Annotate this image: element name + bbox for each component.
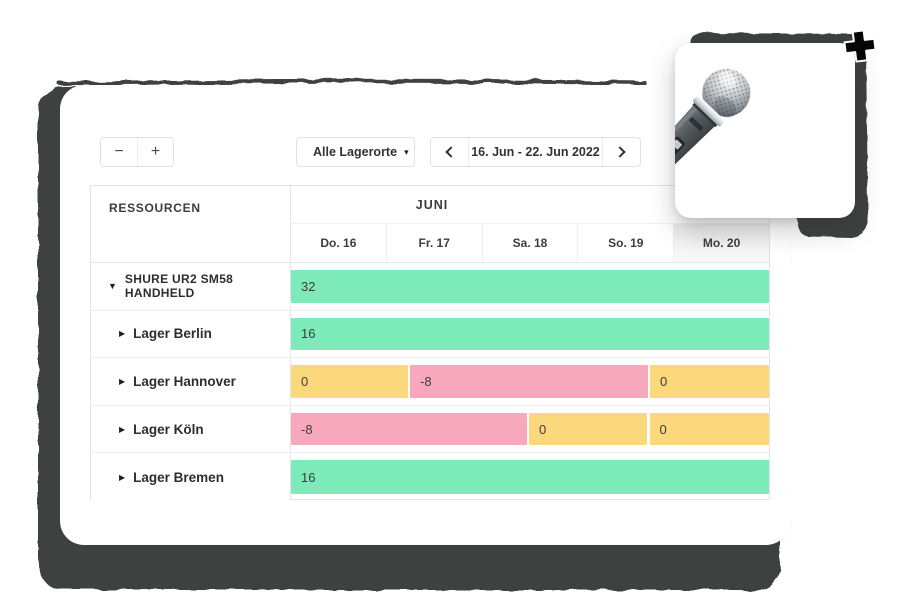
booking-segment[interactable]: 0 (649, 412, 769, 446)
chevron-right-icon (614, 146, 626, 158)
resource-label: Lager Köln (133, 421, 204, 437)
day-header-row: Do. 16 Fr. 17 Sa. 18 So. 19 Mo. 20 (291, 224, 769, 263)
month-header-label: JUNI (415, 198, 449, 212)
day-area: 16 (291, 453, 769, 501)
segment-value: 0 (659, 373, 668, 389)
booking-segment[interactable]: -8 (291, 412, 527, 446)
table-row: ▶ Lager Hannover 0 -8 0 (91, 358, 769, 406)
day-label: Do. 16 (320, 236, 357, 250)
day-area: 32 (291, 263, 769, 310)
zoom-out-button[interactable]: − (101, 138, 137, 166)
segment-value: 16 (301, 469, 316, 485)
location-filter-dropdown[interactable]: Alle Lagerorte ▾ (296, 137, 415, 167)
day-area: 0 -8 0 (291, 358, 769, 405)
plus-cursor-icon (843, 29, 877, 63)
microphone-image (675, 68, 751, 191)
zoom-control: − + (100, 137, 174, 167)
segment-value: 0 (659, 421, 667, 437)
segment-value: 0 (539, 421, 547, 437)
expand-caret-icon[interactable]: ▶ (119, 376, 126, 386)
segment-value: -8 (420, 373, 432, 389)
prev-week-button[interactable] (431, 138, 468, 166)
day-header-cell: Mo. 20 (674, 224, 769, 262)
booking-segment[interactable]: 0 (291, 365, 409, 398)
segment-value: 0 (301, 373, 309, 389)
expand-caret-icon[interactable]: ▶ (119, 472, 126, 482)
resource-cell[interactable]: ▶ Lager Bremen (91, 453, 291, 501)
zoom-in-button[interactable]: + (137, 138, 173, 166)
booking-segment[interactable]: 0 (529, 412, 647, 446)
product-card[interactable] (675, 43, 855, 218)
resource-label: Lager Berlin (133, 326, 212, 342)
segment-value: 16 (301, 326, 316, 342)
expand-caret-icon[interactable]: ▶ (119, 424, 126, 434)
resource-cell[interactable]: ▼ SHURE UR2 SM58 HANDHELD (91, 263, 291, 310)
resource-label: Lager Hannover (133, 373, 236, 389)
day-label: Sa. 18 (512, 236, 548, 250)
resource-cell[interactable]: ▶ Lager Hannover (91, 358, 291, 405)
table-row: ▶ Lager Berlin 16 (91, 310, 769, 359)
schedule-table: RESSOURCEN JUNI Do. 16 Fr. 17 Sa. 18 So.… (90, 185, 770, 501)
booking-segment[interactable]: 16 (291, 317, 769, 351)
day-header-cell: Sa. 18 (483, 224, 579, 262)
chevron-left-icon (445, 146, 457, 158)
segment-value: -8 (301, 421, 313, 437)
segment-value: 32 (301, 278, 316, 294)
expand-caret-icon[interactable]: ▶ (119, 329, 126, 339)
resources-column-header: RESSOURCEN (91, 186, 291, 263)
day-header-cell: Fr. 17 (387, 224, 483, 262)
day-header-cell: So. 19 (578, 224, 675, 262)
expand-caret-icon[interactable]: ▼ (108, 281, 117, 292)
date-range-label[interactable]: 16. Jun - 22. Jun 2022 (468, 138, 603, 166)
next-week-button[interactable] (603, 138, 640, 166)
table-row: ▶ Lager Köln -8 0 0 (91, 405, 769, 454)
day-area: -8 0 0 (291, 406, 769, 453)
day-label: So. 19 (608, 236, 644, 250)
table-row: ▶ Lager Bremen 16 (91, 453, 769, 501)
resource-label: SHURE UR2 SM58 HANDHELD (124, 272, 234, 301)
day-area: 16 (291, 311, 769, 358)
table-body: ▼ SHURE UR2 SM58 HANDHELD 32 ▶ Lager Ber… (91, 263, 769, 501)
chevron-down-icon: ▾ (404, 146, 409, 157)
date-navigation: 16. Jun - 22. Jun 2022 (430, 137, 641, 167)
booking-segment[interactable]: -8 (410, 365, 649, 398)
resource-label: Lager Bremen (133, 469, 224, 485)
day-label: Mo. 20 (702, 236, 741, 250)
booking-segment[interactable]: 32 (291, 270, 769, 303)
resource-cell[interactable]: ▶ Lager Berlin (91, 310, 291, 358)
booking-segment[interactable]: 0 (649, 365, 769, 398)
table-row: ▼ SHURE UR2 SM58 HANDHELD 32 (91, 263, 769, 311)
booking-segment[interactable]: 16 (291, 460, 769, 494)
day-label: Fr. 17 (418, 236, 450, 250)
day-header-cell: Do. 16 (291, 224, 387, 262)
location-filter-label: Alle Lagerorte (313, 145, 398, 159)
resource-cell[interactable]: ▶ Lager Köln (91, 405, 291, 453)
